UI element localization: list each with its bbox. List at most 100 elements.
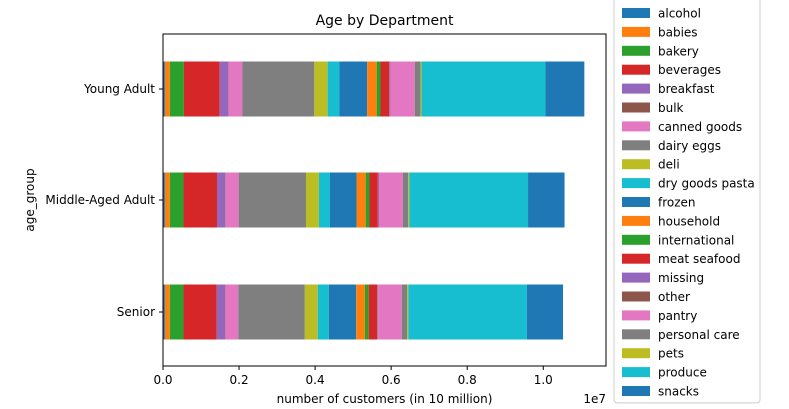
bar-young-adult-snacks [545,61,585,117]
bar-young-adult-missing [389,61,391,117]
bar-middle-aged-adult-personal-care [402,172,409,228]
x-axis: 0.0 0.2 0.4 0.6 0.8 1.0 [153,366,553,387]
bar-young-adult-meat-seafood [380,61,390,117]
legend-swatch-bulk [622,102,650,113]
bar-middle-aged-adult-international [365,172,370,228]
legend-label-snacks: snacks [658,385,699,399]
bar-young-adult-produce [421,61,546,117]
bar-middle-aged-adult-dairy-eggs [238,172,306,228]
bar-senior-frozen [328,284,357,340]
legend-label-alcohol: alcohol [658,7,701,21]
legend-swatch-international [622,234,650,245]
legend-label-pantry: pantry [658,309,697,323]
legend-frame [613,0,761,404]
bar-middle-aged-adult-meat-seafood [369,172,378,228]
bar-young-adult-breakfast [219,61,229,117]
bar-young-adult-pets [420,61,422,117]
legend-label-breakfast: breakfast [658,82,715,96]
legend-swatch-pets [622,348,650,359]
legend-label-dairy-eggs: dairy eggs [658,139,721,153]
bar-young-adult-alcohol [163,61,165,117]
bar-senior-pantry [378,284,402,340]
bar-middle-aged-adult-frozen [329,172,357,228]
y-tick-label: Young Adult [83,82,155,96]
bar-senior-dry-goods-pasta [317,284,329,340]
bar-senior-snacks [526,284,564,340]
legend-label-dry-goods-pasta: dry goods pasta [658,177,755,191]
y-tick-label: Senior [117,305,155,319]
legend-swatch-meat-seafood [622,253,650,264]
legend-label-deli: deli [658,158,680,172]
legend: alcohol babies bakery beverages breakfast bul… [613,0,761,404]
legend-label-personal-care: personal care [658,328,740,342]
bar-senior-produce [408,284,527,340]
bar-senior-missing [377,284,378,340]
x-tick-label: 0.8 [458,373,477,387]
legend-swatch-breakfast [622,83,650,94]
bar-young-adult-dairy-eggs [242,61,315,117]
legend-swatch-missing [622,272,650,283]
legend-swatch-canned-goods [622,121,650,132]
legend-label-beverages: beverages [658,63,721,77]
bar-senior-international [364,284,369,340]
bar-middle-aged-adult-breakfast [217,172,226,228]
bar-senior-household [356,284,365,340]
bar-young-adult-canned-goods [228,61,243,117]
bar-young-adult-dry-goods-pasta [327,61,340,117]
legend-label-pets: pets [658,347,684,361]
legend-label-other: other [658,290,690,304]
bars-layer [163,61,585,340]
bar-middle-aged-adult-produce [409,172,529,228]
legend-swatch-personal-care [622,329,650,340]
bar-senior-breakfast [216,284,225,340]
chart-title: Age by Department [316,13,454,29]
bar-middle-aged-adult-household [356,172,366,228]
bar-young-adult-bakery [169,61,184,117]
bar-middle-aged-adult-snacks [528,172,565,228]
bar-young-adult-deli [314,61,328,117]
legend-swatch-beverages [622,64,650,75]
legend-label-produce: produce [658,366,707,380]
legend-swatch-other [622,291,650,302]
x-tick-label: 0.4 [306,373,325,387]
bar-young-adult-household [367,61,377,117]
bar-senior-beverages [183,284,217,340]
legend-label-bulk: bulk [658,101,684,115]
legend-label-meat-seafood: meat seafood [658,252,740,266]
bar-senior-dairy-eggs [238,284,305,340]
legend-label-missing: missing [658,271,704,285]
bar-middle-aged-adult-pantry [378,172,403,228]
x-tick-label: 1.0 [534,373,553,387]
bar-middle-aged-adult-bakery [169,172,184,228]
legend-label-babies: babies [658,25,698,39]
y-axis-label: age_group [23,168,37,231]
bar-middle-aged-adult-beverages [183,172,217,228]
bar-young-adult-international [376,61,381,117]
legend-swatch-snacks [622,386,650,396]
bar-middle-aged-adult-dry-goods-pasta [318,172,330,228]
bar-senior-pets [407,284,409,340]
bar-senior-bakery [169,284,184,340]
bar-middle-aged-adult-missing [377,172,379,228]
legend-label-international: international [658,233,734,247]
x-tick-label: 0.2 [230,373,249,387]
legend-swatch-produce [622,367,650,378]
bar-young-adult-beverages [183,61,220,117]
legend-label-bakery: bakery [658,44,699,58]
legend-swatch-pantry [622,310,650,321]
bar-senior-personal-care [401,284,408,340]
bar-senior-meat-seafood [368,284,378,340]
y-axis: Young Adult Middle-Aged Adult Senior [45,82,163,319]
y-tick-label: Middle-Aged Adult [45,193,155,207]
legend-swatch-alcohol [622,8,650,18]
bar-young-adult-personal-care [414,61,421,117]
bar-senior-babies [164,284,170,340]
bar-young-adult-pantry [390,61,415,117]
bar-senior-canned-goods [225,284,239,340]
legend-swatch-babies [622,26,650,37]
legend-swatch-household [622,215,650,226]
bar-senior-alcohol [163,284,165,340]
bar-middle-aged-adult-canned-goods [225,172,239,228]
bar-middle-aged-adult-babies [164,172,170,228]
